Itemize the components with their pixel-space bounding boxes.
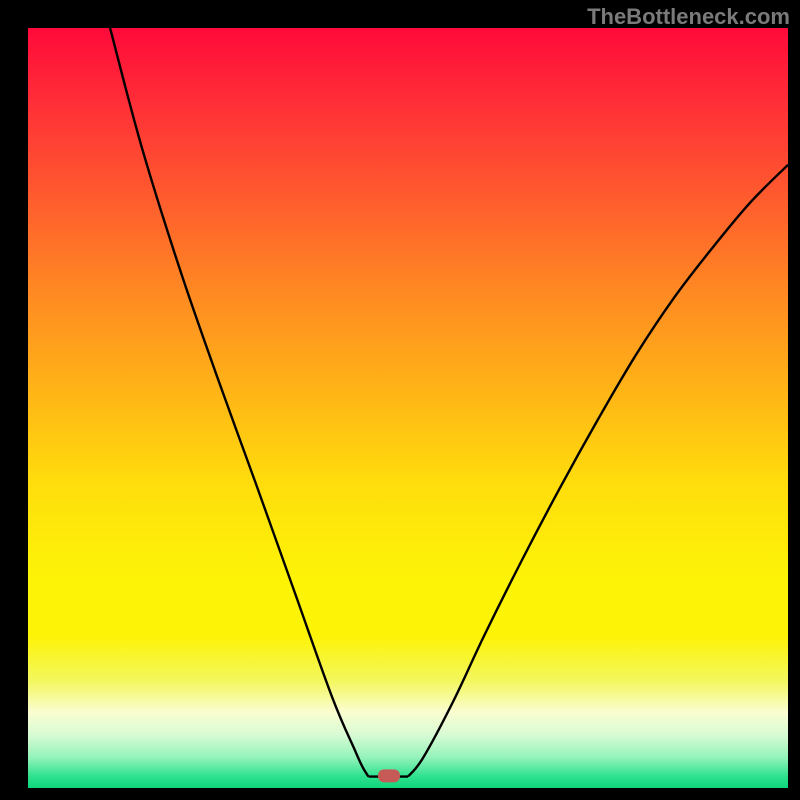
- optimal-point-marker: [378, 769, 400, 782]
- bottleneck-curve-svg: [28, 28, 788, 788]
- chart-plot-area: [28, 28, 788, 788]
- watermark-text: TheBottleneck.com: [587, 4, 790, 30]
- curve-right-branch: [408, 165, 788, 777]
- curve-left-branch: [110, 28, 368, 777]
